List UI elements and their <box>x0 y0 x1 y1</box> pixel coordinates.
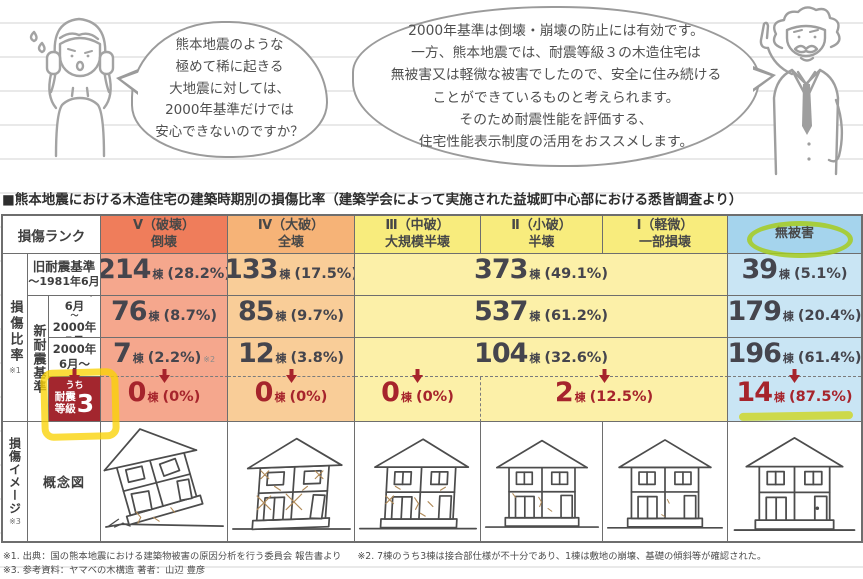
label-seismic-grade3: うち 耐震 等級 3 <box>49 377 101 422</box>
question-line: 熊本地震のような <box>175 36 284 53</box>
down-arrow-icon <box>599 369 610 383</box>
house-moderate-damage-illustration <box>355 422 481 541</box>
header-rank1: Ⅰ（軽微） 一部損壊 <box>603 216 728 254</box>
house-no-damage-illustration <box>728 422 861 541</box>
house-severe-damage-illustration <box>228 422 355 541</box>
cell-grade3-rank5: 0 棟 (0%) <box>101 377 228 422</box>
question-line: 極めて稀に起きる <box>175 58 284 75</box>
header-rank4: Ⅳ（大破） 全壊 <box>228 216 355 254</box>
section-title: ■熊本地震における木造住宅の建築時期別の損傷比率（建築学会によって実施された益城… <box>2 192 743 208</box>
house-collapsed-illustration <box>101 422 228 541</box>
cell-grade3-rank3: 0 棟 (0%) <box>355 377 481 422</box>
question-line: 安心できないのですか？ <box>155 124 304 141</box>
answer-line: 2000年基準は倒壊・崩壊の防止には有効です。 <box>408 23 704 40</box>
cell-old-rank4: 133 棟 (17.5%) <box>228 254 355 296</box>
footnote-line1: ※1. 出典：国の熊本地震における建築物被害の原因分析を行う委員会 報告書より ※… <box>3 548 766 562</box>
answer-line: ことができているものと考えられます。 <box>432 89 680 106</box>
header-damage-rank: 損傷ランク <box>3 216 101 254</box>
cell-grade3-nodamage: 14 棟 (87.5%) <box>728 377 861 422</box>
label-old-standard: 旧耐震基準 ～1981年6月 <box>28 254 101 296</box>
footnote-2: ※2. 7棟のうち3棟は接合部仕様が不十分であり、1棟は敷地の崩壊、基礎の傾斜等… <box>357 551 767 562</box>
answer-line: 一方、熊本地震では、耐震等級３の木造住宅は <box>411 45 701 62</box>
label-period-1981-2000: 1981年6月 ～ 2000年5月 <box>49 296 101 338</box>
question-line: 2000年基準だけでは <box>165 102 294 119</box>
down-arrow-icon <box>69 369 80 383</box>
header-rank5: Ⅴ（破壊） 倒壊 <box>101 216 228 254</box>
question-line: 大地震に対しては、 <box>169 80 290 97</box>
cell-old-nodamage: 39 棟 (5.1%) <box>728 254 861 296</box>
footnote-line2: ※3. 参考資料：ヤマベの木構造 著者：山辺 豊彦 <box>3 562 205 576</box>
down-arrow-icon <box>789 369 800 383</box>
down-arrow-icon <box>159 369 170 383</box>
cell-mid-rank4: 85 棟 (9.7%) <box>228 296 355 338</box>
worried-woman-illustration <box>29 17 115 158</box>
cell-new-rank321: 104 棟 (32.6%) <box>355 338 728 377</box>
house-slight-damage-illustration <box>603 422 728 541</box>
down-arrow-icon <box>286 369 297 383</box>
label-damage-image: 損傷イメージ ※3 <box>3 422 28 541</box>
cell-mid-rank5: 76 棟 (8.7%) <box>101 296 228 338</box>
damage-table: 損傷ランク Ⅴ（破壊） 倒壊 Ⅳ（大破） 全壊 Ⅲ（中破） 大規模半壊 Ⅱ（小破… <box>1 214 863 543</box>
answer-speech-bubble: 2000年基準は倒壊・崩壊の防止には有効です。 一方、熊本地震では、耐震等級３の… <box>352 6 776 167</box>
cell-new-rank4: 12 棟 (3.8%) <box>228 338 355 377</box>
header-no-damage: 無被害 <box>728 216 861 254</box>
cell-old-rank5: 214 棟 (28.2%) <box>101 254 228 296</box>
label-damage-ratio: 損傷比率 ※1 <box>3 254 28 422</box>
down-arrow-icon <box>412 369 423 383</box>
footnote-1: ※1. 出典：国の熊本地震における建築物被害の原因分析を行う委員会 報告書より <box>3 551 342 562</box>
cell-new-nodamage: 196 棟 (61.4%) <box>728 338 861 377</box>
answer-line: 無被害又は軽微な被害でしたので、安全に住み続ける <box>390 67 722 84</box>
answer-line: そのため耐震性能を評価する、 <box>459 111 653 128</box>
label-period-2000: 2000年 6月～ <box>49 338 101 377</box>
house-minor-damage-illustration <box>481 422 603 541</box>
expert-man-illustration <box>759 6 844 176</box>
label-concept-diagram: 概念図 <box>28 422 101 541</box>
header-rank3: Ⅲ（中破） 大規模半壊 <box>355 216 481 254</box>
label-new-standard: 新耐震基準 <box>28 296 49 422</box>
cell-old-rank321: 373 棟 (49.1%) <box>355 254 728 296</box>
cell-grade3-rank4: 0 棟 (0%) <box>228 377 355 422</box>
cell-grade3-rank21: 2 棟 (12.5%) <box>481 377 728 422</box>
question-speech-bubble: 熊本地震のような 極めて稀に起きる 大地震に対しては、 2000年基準だけでは … <box>116 21 328 158</box>
cell-mid-rank321: 537 棟 (61.2%) <box>355 296 728 338</box>
header-rank2: Ⅱ（小破） 半壊 <box>481 216 603 254</box>
answer-line: 住宅性能表示制度の活用をおススメします。 <box>418 133 694 150</box>
footnote-3: ※3. 参考資料：ヤマベの木構造 著者：山辺 豊彦 <box>3 565 206 576</box>
cell-mid-nodamage: 179 棟 (20.4%) <box>728 296 861 338</box>
